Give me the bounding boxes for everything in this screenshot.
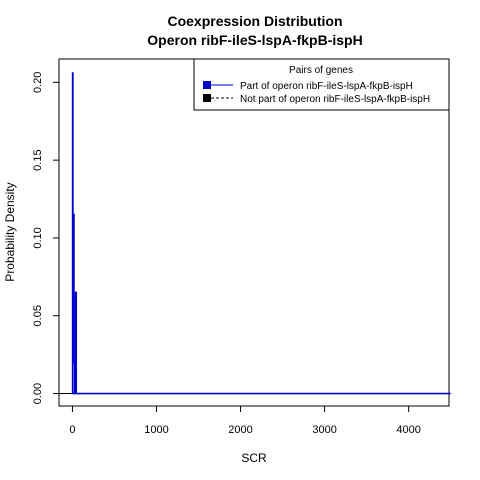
y-axis: 0.00 0.05 0.10 0.15 0.20 [32,72,59,404]
x-axis-label: SCR [241,451,267,465]
x-tick-label-2: 2000 [228,424,252,436]
y-tick-label-4: 0.20 [32,72,44,93]
x-tick-label-4: 4000 [396,424,420,436]
y-tick-label-0: 0.00 [32,383,44,404]
y-axis-label: Probability Density [3,182,17,281]
legend-swatch-not-part [203,94,211,102]
x-axis: 0 1000 2000 3000 4000 [69,406,421,436]
series-layer [59,72,451,395]
legend-title: Pairs of genes [289,65,353,76]
x-tick-label-1: 1000 [144,424,168,436]
y-tick-label-2: 0.10 [32,227,44,248]
legend-label-part: Part of operon ribF-ileS-lspA-fkpB-ispH [240,81,413,92]
y-tick-label-1: 0.05 [32,305,44,326]
legend-box [193,58,450,111]
chart-subtitle: Operon ribF-ileS-lspA-fkpB-ispH [147,32,362,48]
legend-label-not-part: Not part of operon ribF-ileS-lspA-fkpB-i… [240,94,430,105]
series-line-part-of-operon [71,72,451,395]
legend-swatch-part [203,81,211,89]
x-tick-label-0: 0 [69,424,75,436]
chart-title: Coexpression Distribution [167,13,342,29]
legend: Pairs of genes Part of operon ribF-ileS-… [193,58,450,111]
y-tick-label-3: 0.15 [32,149,44,170]
x-tick-label-3: 3000 [312,424,336,436]
